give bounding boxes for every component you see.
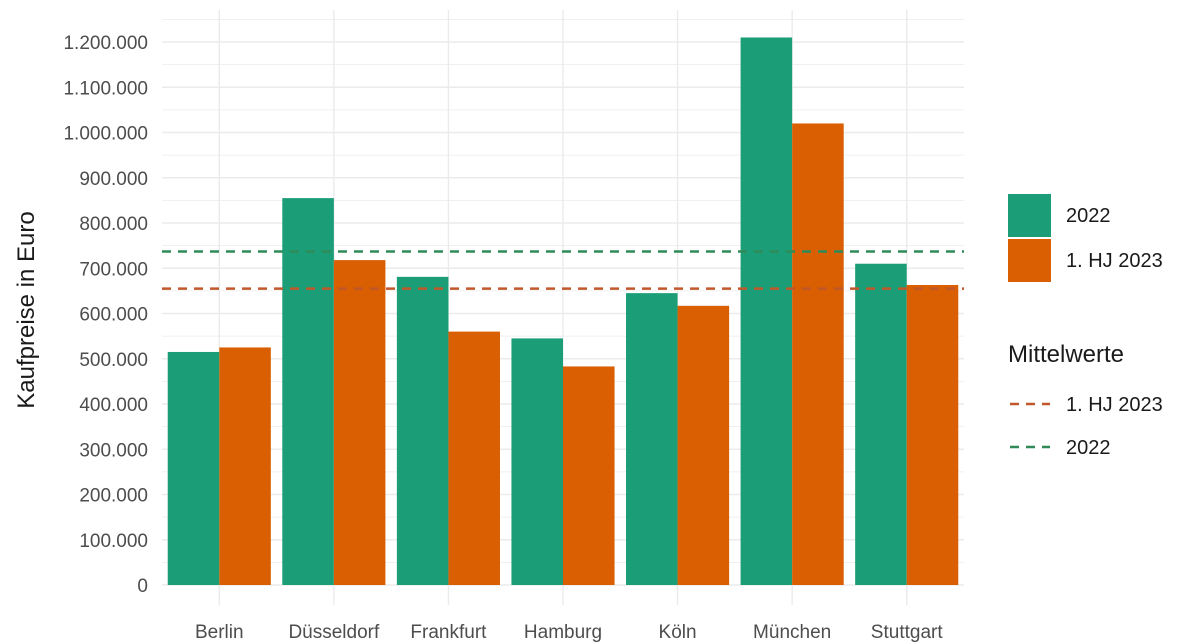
legend-mean-lines: Mittelwerte 1. HJ 2023 2022: [1008, 341, 1163, 459]
bar-münchen-1-hj-2023: [792, 123, 844, 585]
legend-mean-label-2022: 2022: [1066, 437, 1111, 459]
bar-köln-2022: [626, 293, 678, 585]
x-tick-label-düsseldorf: Düsseldorf: [288, 622, 380, 643]
bar-hamburg-2022: [511, 338, 563, 585]
legend-label-2022: 2022: [1066, 205, 1111, 227]
y-tick-label: 1.200.000: [63, 33, 148, 54]
x-tick-label-hamburg: Hamburg: [524, 622, 602, 643]
x-tick-label-frankfurt: Frankfurt: [410, 622, 487, 643]
y-tick-label: 500.000: [79, 350, 148, 371]
y-tick-label: 100.000: [79, 531, 148, 552]
y-tick-label: 0: [137, 576, 148, 597]
y-tick-label: 1.100.000: [63, 78, 148, 99]
legend-label-1-hj-2023: 1. HJ 2023: [1066, 250, 1163, 272]
bar-stuttgart-2022: [855, 263, 907, 585]
bar-stuttgart-1-hj-2023: [906, 284, 959, 585]
bar-frankfurt-2022: [396, 276, 449, 585]
legend-swatch-2022: [1008, 194, 1051, 237]
bar-berlin-1-hj-2023: [219, 347, 271, 585]
bar-frankfurt-1-hj-2023: [448, 331, 500, 585]
bar-berlin-2022: [167, 351, 220, 585]
legend-mean-label-1-hj-2023: 1. HJ 2023: [1066, 394, 1163, 416]
bar-köln-1-hj-2023: [677, 305, 730, 585]
x-tick-label-köln: Köln: [659, 622, 697, 643]
bar-düsseldorf-1-hj-2023: [333, 260, 386, 585]
x-tick-label-stuttgart: Stuttgart: [871, 622, 944, 643]
y-tick-label: 900.000: [79, 169, 148, 190]
legend-fill: 2022 1. HJ 2023: [1008, 194, 1163, 282]
legend-swatch-1-hj-2023: [1008, 239, 1051, 282]
y-tick-label: 1.000.000: [63, 124, 148, 145]
y-axis-title: Kaufpreise in Euro: [13, 211, 40, 408]
legend-title-mittelwerte: Mittelwerte: [1008, 341, 1124, 368]
bars: [167, 37, 959, 586]
y-axis-tick-labels: 0 100.000 200.000 300.000 400.000 500.000 600.…: [63, 33, 148, 597]
bar-hamburg-1-hj-2023: [563, 366, 615, 585]
y-tick-label: 800.000: [79, 214, 148, 235]
mean-lines: [162, 250, 964, 290]
y-tick-label: 600.000: [79, 305, 148, 326]
x-tick-label-berlin: Berlin: [195, 622, 244, 643]
bar-münchen-2022: [740, 37, 793, 586]
y-tick-label: 700.000: [79, 259, 148, 280]
bar-düsseldorf-2022: [282, 198, 334, 586]
x-axis-tick-labels: Berlin Düsseldorf Frankfurt Hamburg Köln Münc…: [195, 622, 943, 643]
x-tick-label-münchen: München: [753, 622, 831, 643]
y-tick-label: 300.000: [79, 440, 148, 461]
y-tick-label: 400.000: [79, 395, 148, 416]
y-tick-label: 200.000: [79, 486, 148, 507]
